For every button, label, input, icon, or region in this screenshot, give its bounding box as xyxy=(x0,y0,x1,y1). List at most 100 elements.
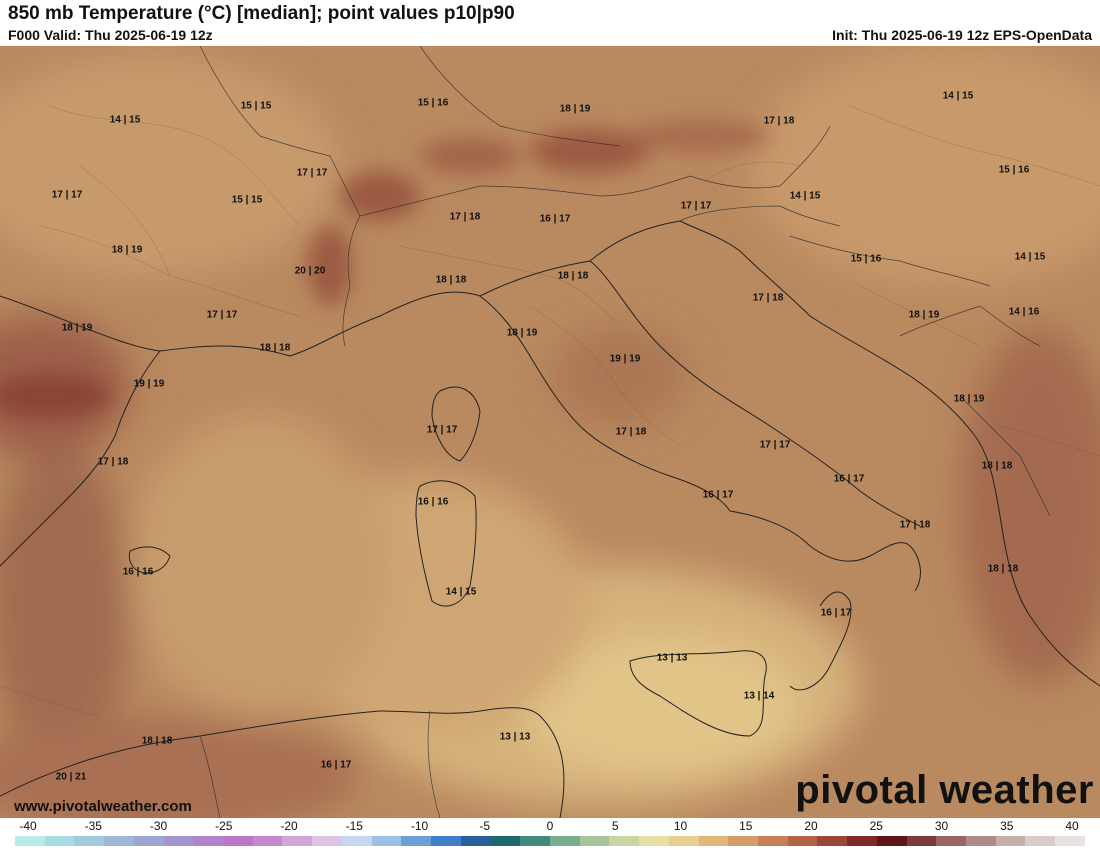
map-graphic xyxy=(0,46,1100,818)
colorbar-swatch xyxy=(549,836,580,846)
map-title: 850 mb Temperature (°C) [median]; point … xyxy=(8,3,515,24)
colorbar-tick-label: -5 xyxy=(479,819,491,833)
mallorca-outline xyxy=(128,546,171,574)
point-value: 19 | 19 xyxy=(133,378,165,390)
colorbar-swatch xyxy=(401,836,432,846)
temperature-shading xyxy=(0,46,1100,818)
point-value: 18 | 19 xyxy=(111,244,143,256)
colorbar-swatch xyxy=(1025,836,1056,846)
colorbar-swatch xyxy=(579,836,610,846)
colorbar-tick-label: 5 xyxy=(611,819,619,833)
point-value: 13 | 13 xyxy=(499,731,531,743)
colorbar-swatch xyxy=(520,836,550,846)
point-value: 18 | 19 xyxy=(953,393,985,405)
point-value: 18 | 19 xyxy=(908,309,940,321)
colorbar-swatch xyxy=(817,836,848,846)
colorbar-swatch xyxy=(1055,836,1085,846)
valid-time: F000 Valid: Thu 2025-06-19 12z xyxy=(8,27,213,43)
point-value: 16 | 17 xyxy=(539,213,571,225)
colorbar-tick-label: -40 xyxy=(19,819,37,833)
colorbar-swatch xyxy=(163,836,194,846)
colorbar-swatch xyxy=(876,836,907,846)
colorbar-swatch xyxy=(133,836,164,846)
point-value: 17 | 18 xyxy=(97,456,129,468)
sicily-outline xyxy=(629,650,767,737)
colorbar-tick-label: -10 xyxy=(410,819,429,833)
point-value: 18 | 18 xyxy=(435,274,467,286)
country-borders xyxy=(199,46,1051,818)
colorbar-swatch xyxy=(282,836,313,846)
point-value: 17 | 17 xyxy=(426,424,458,436)
colorbar-swatch xyxy=(341,836,372,846)
colorbar-swatch xyxy=(431,836,461,846)
point-value: 17 | 17 xyxy=(759,439,791,451)
point-value: 14 | 15 xyxy=(109,114,141,126)
point-value: 19 | 19 xyxy=(609,353,641,365)
point-value: 16 | 16 xyxy=(122,566,154,578)
point-value: 18 | 18 xyxy=(981,460,1013,472)
colorbar-tick-label: 0 xyxy=(546,819,554,833)
point-value: 18 | 18 xyxy=(557,270,589,282)
point-value: 18 | 19 xyxy=(506,327,538,339)
point-value: 16 | 17 xyxy=(702,489,734,501)
point-value: 14 | 16 xyxy=(1008,306,1040,318)
point-value: 17 | 18 xyxy=(763,115,795,127)
colorbar-swatch xyxy=(728,836,758,846)
colorbar-tick-label: 15 xyxy=(739,819,753,833)
point-value: 17 | 17 xyxy=(51,189,83,201)
point-value: 18 | 18 xyxy=(141,735,173,747)
point-value: 15 | 15 xyxy=(231,194,263,206)
colorbar-tick-label: 10 xyxy=(673,819,688,833)
point-value: 17 | 17 xyxy=(680,200,712,212)
colorbar-tick-label: -20 xyxy=(280,819,298,833)
point-value: 20 | 21 xyxy=(55,771,87,783)
point-value: 18 | 18 xyxy=(987,563,1019,575)
colorbar: -40 -35 -30 -25 -20 -15 -10 -5 0 5 10 15 20 25 30 35 40 xyxy=(0,818,1100,850)
colorbar-swatch xyxy=(460,836,491,846)
colorbar-swatch xyxy=(668,836,699,846)
point-value: 14 | 15 xyxy=(445,586,477,598)
point-value: 18 | 19 xyxy=(559,103,591,115)
sardinia-outline xyxy=(415,480,477,607)
brand-logo: pivotal weather xyxy=(795,768,1094,812)
colorbar-tick-label: 35 xyxy=(1000,819,1014,833)
point-value: 15 | 16 xyxy=(417,97,449,109)
point-value: 17 | 18 xyxy=(752,292,784,304)
point-value: 17 | 18 xyxy=(899,519,931,531)
colorbar-swatches xyxy=(15,836,1085,846)
colorbar-swatch xyxy=(966,836,996,846)
colorbar-swatch xyxy=(223,836,253,846)
colorbar-swatch xyxy=(906,836,937,846)
colorbar-swatch xyxy=(193,836,224,846)
point-value: 16 | 17 xyxy=(820,607,852,619)
point-value: 17 | 17 xyxy=(206,309,238,321)
colorbar-swatch xyxy=(252,836,283,846)
point-value: 17 | 17 xyxy=(296,167,328,179)
colorbar-tick-label: 20 xyxy=(804,819,818,833)
point-value: 14 | 15 xyxy=(1014,251,1046,263)
colorbar-swatch xyxy=(995,836,1026,846)
temperature-map[interactable]: 15 | 15 14 | 15 15 | 16 18 | 19 17 | 18 14 | … xyxy=(0,46,1100,818)
point-value: 18 | 19 xyxy=(61,322,93,334)
point-value: 15 | 16 xyxy=(850,253,882,265)
point-value: 17 | 18 xyxy=(615,426,647,438)
colorbar-tick-label: -25 xyxy=(215,819,233,833)
colorbar-tick-label: 40 xyxy=(1065,819,1079,833)
point-value: 13 | 13 xyxy=(656,652,688,664)
website-label: www.pivotalweather.com xyxy=(14,798,192,815)
colorbar-tick-label: -30 xyxy=(149,819,168,833)
point-value: 16 | 17 xyxy=(320,759,352,771)
colorbar-swatch xyxy=(698,836,729,846)
colorbar-swatch xyxy=(371,836,402,846)
colorbar-swatch xyxy=(609,836,640,846)
point-value: 16 | 17 xyxy=(833,473,865,485)
colorbar-swatch xyxy=(847,836,877,846)
colorbar-swatch xyxy=(74,836,105,846)
colorbar-ticks: -40 -35 -30 -25 -20 -15 -10 -5 0 5 10 15 20 25 30 35 40 xyxy=(0,818,1100,834)
colorbar-swatch xyxy=(15,836,45,846)
point-value: 17 | 18 xyxy=(449,211,481,223)
colorbar-swatch xyxy=(787,836,818,846)
point-value: 16 | 16 xyxy=(417,496,449,508)
map-header: 850 mb Temperature (°C) [median]; point … xyxy=(0,0,1100,46)
point-value: 15 | 15 xyxy=(240,100,272,112)
